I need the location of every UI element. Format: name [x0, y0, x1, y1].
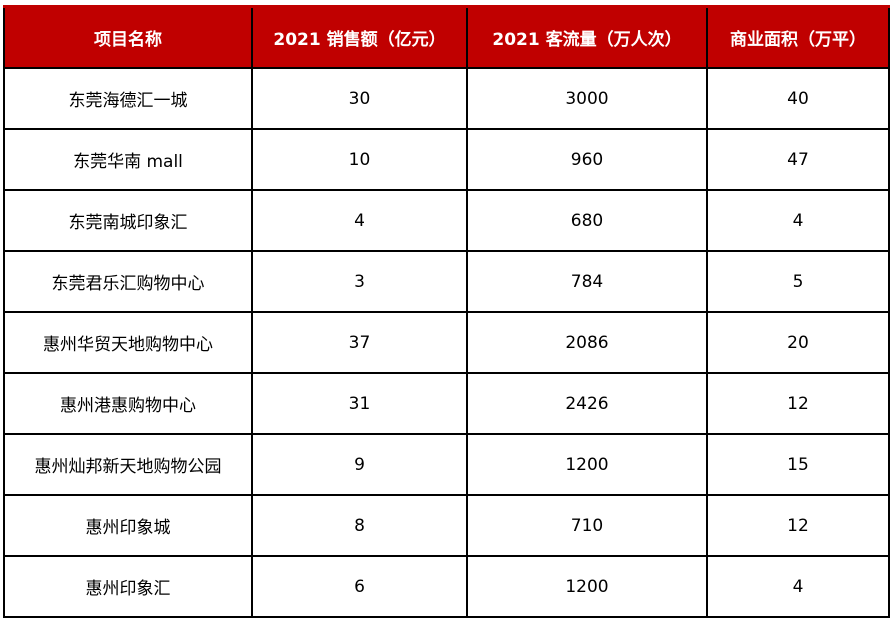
cell-area: 47 — [706, 128, 890, 191]
cell-area: 4 — [706, 555, 890, 618]
cell-area: 40 — [706, 67, 890, 130]
cell-area: 12 — [706, 372, 890, 435]
cell-project-name: 东莞南城印象汇 — [3, 189, 253, 252]
header-sales: 2021 销售额（亿元） — [251, 5, 468, 69]
cell-area: 20 — [706, 311, 890, 374]
table-row: 东莞南城印象汇 4 680 4 — [3, 189, 890, 252]
table-row: 东莞君乐汇购物中心 3 784 5 — [3, 250, 890, 313]
cell-traffic: 3000 — [466, 67, 708, 130]
cell-traffic: 2426 — [466, 372, 708, 435]
cell-traffic: 1200 — [466, 555, 708, 618]
cell-project-name: 东莞海德汇一城 — [3, 67, 253, 130]
cell-project-name: 惠州港惠购物中心 — [3, 372, 253, 435]
cell-project-name: 惠州灿邦新天地购物公园 — [3, 433, 253, 496]
cell-project-name: 东莞华南 mall — [3, 128, 253, 191]
cell-sales: 37 — [251, 311, 468, 374]
cell-area: 12 — [706, 494, 890, 557]
cell-traffic: 2086 — [466, 311, 708, 374]
cell-project-name: 惠州华贸天地购物中心 — [3, 311, 253, 374]
cell-sales: 31 — [251, 372, 468, 435]
cell-project-name: 惠州印象城 — [3, 494, 253, 557]
cell-traffic: 784 — [466, 250, 708, 313]
cell-sales: 30 — [251, 67, 468, 130]
cell-sales: 9 — [251, 433, 468, 496]
table-row: 惠州华贸天地购物中心 37 2086 20 — [3, 311, 890, 374]
cell-area: 5 — [706, 250, 890, 313]
mall-comparison-table: 项目名称 2021 销售额（亿元） 2021 客流量（万人次） 商业面积（万平）… — [3, 5, 890, 618]
cell-area: 15 — [706, 433, 890, 496]
table-row: 惠州印象汇 6 1200 4 — [3, 555, 890, 618]
table-row: 东莞华南 mall 10 960 47 — [3, 128, 890, 191]
cell-project-name: 东莞君乐汇购物中心 — [3, 250, 253, 313]
cell-project-name: 惠州印象汇 — [3, 555, 253, 618]
table-row: 东莞海德汇一城 30 3000 40 — [3, 67, 890, 130]
table-row: 惠州港惠购物中心 31 2426 12 — [3, 372, 890, 435]
header-row: 项目名称 2021 销售额（亿元） 2021 客流量（万人次） 商业面积（万平） — [3, 5, 890, 69]
cell-sales: 10 — [251, 128, 468, 191]
table-row: 惠州印象城 8 710 12 — [3, 494, 890, 557]
cell-sales: 4 — [251, 189, 468, 252]
cell-sales: 6 — [251, 555, 468, 618]
header-traffic: 2021 客流量（万人次） — [466, 5, 708, 69]
cell-sales: 3 — [251, 250, 468, 313]
cell-traffic: 960 — [466, 128, 708, 191]
cell-traffic: 710 — [466, 494, 708, 557]
header-project-name: 项目名称 — [3, 5, 253, 69]
table-row: 惠州灿邦新天地购物公园 9 1200 15 — [3, 433, 890, 496]
cell-traffic: 680 — [466, 189, 708, 252]
header-area: 商业面积（万平） — [706, 5, 890, 69]
cell-sales: 8 — [251, 494, 468, 557]
cell-area: 4 — [706, 189, 890, 252]
cell-traffic: 1200 — [466, 433, 708, 496]
